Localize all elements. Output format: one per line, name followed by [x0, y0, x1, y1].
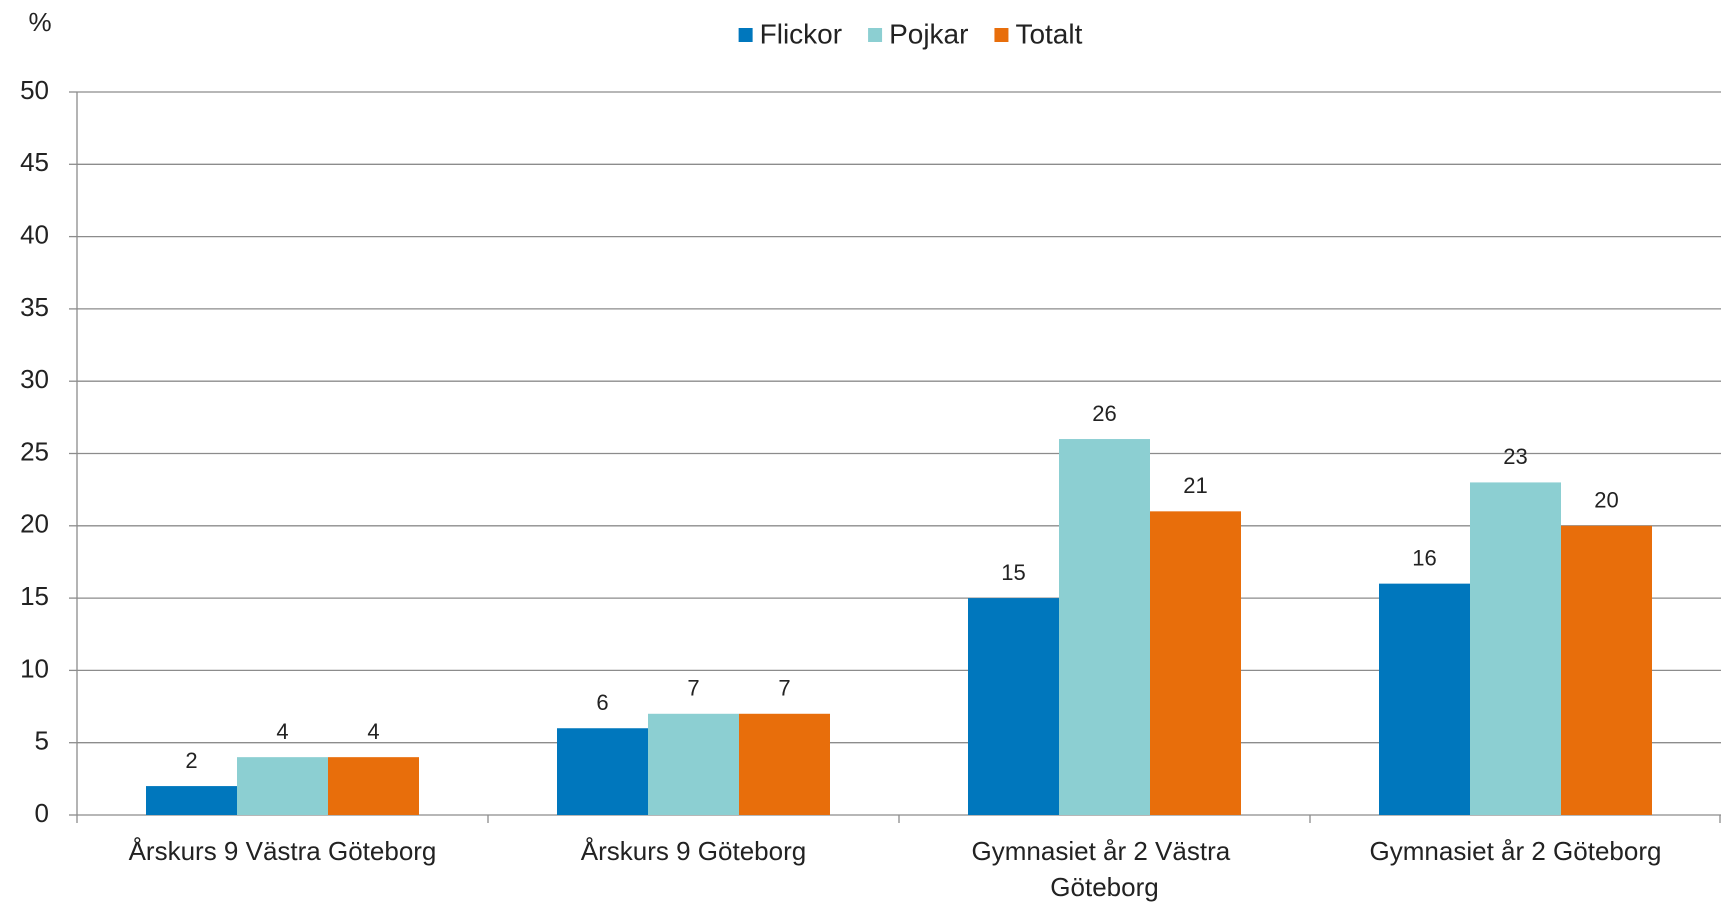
data-label: 6: [596, 690, 608, 715]
bar: [739, 713, 830, 815]
bar: [1150, 511, 1241, 815]
bar: [146, 786, 237, 815]
bar: [648, 713, 739, 815]
data-label: 7: [778, 676, 790, 701]
data-label: 23: [1503, 444, 1527, 469]
y-tick-label: 40: [20, 219, 49, 249]
bar: [1059, 439, 1150, 815]
legend-item: Flickor: [738, 18, 842, 49]
bar: [968, 598, 1059, 815]
data-label: 16: [1412, 545, 1436, 570]
y-tick-label: 25: [20, 436, 49, 466]
y-axis-label: %: [28, 7, 51, 37]
legend-item: Totalt: [994, 18, 1083, 49]
legend-label: Pojkar: [889, 18, 968, 49]
bar: [1470, 482, 1561, 815]
y-tick-label: 10: [20, 653, 49, 683]
y-tick-label: 30: [20, 364, 49, 394]
bar: [328, 757, 419, 815]
legend-swatch: [868, 28, 883, 42]
data-label: 20: [1594, 488, 1618, 513]
y-tick-label: 0: [35, 798, 49, 828]
bar: [237, 757, 328, 815]
y-tick-label: 5: [35, 726, 49, 756]
x-tick-label: Gymnasiet år 2 Göteborg: [1370, 836, 1662, 866]
y-tick-label: 45: [20, 147, 49, 177]
y-tick-label: 15: [20, 581, 49, 611]
y-tick-label: 50: [20, 75, 49, 105]
data-label: 4: [276, 719, 288, 744]
legend-swatch: [738, 28, 753, 42]
y-tick-label: 35: [20, 292, 49, 322]
data-label: 26: [1092, 401, 1116, 426]
bar: [1379, 583, 1470, 815]
legend-item: Pojkar: [868, 18, 968, 49]
legend-swatch: [994, 28, 1009, 42]
bar: [557, 728, 648, 815]
data-label: 15: [1001, 560, 1025, 585]
data-label: 21: [1183, 473, 1207, 498]
x-tick-label: Gymnasiet år 2 Västra Göteborg: [972, 836, 1238, 902]
data-label: 7: [687, 676, 699, 701]
x-tick-label: Årskurs 9 Västra Göteborg: [129, 836, 437, 866]
x-tick-label: Årskurs 9 Göteborg: [581, 836, 806, 866]
data-label: 2: [185, 748, 197, 773]
legend-label: Flickor: [760, 18, 842, 49]
legend-label: Totalt: [1015, 18, 1082, 49]
legend: Flickor Pojkar Totalt: [738, 18, 1083, 49]
data-label: 4: [367, 719, 379, 744]
y-tick-label: 20: [20, 509, 49, 539]
bar: [1561, 525, 1652, 815]
